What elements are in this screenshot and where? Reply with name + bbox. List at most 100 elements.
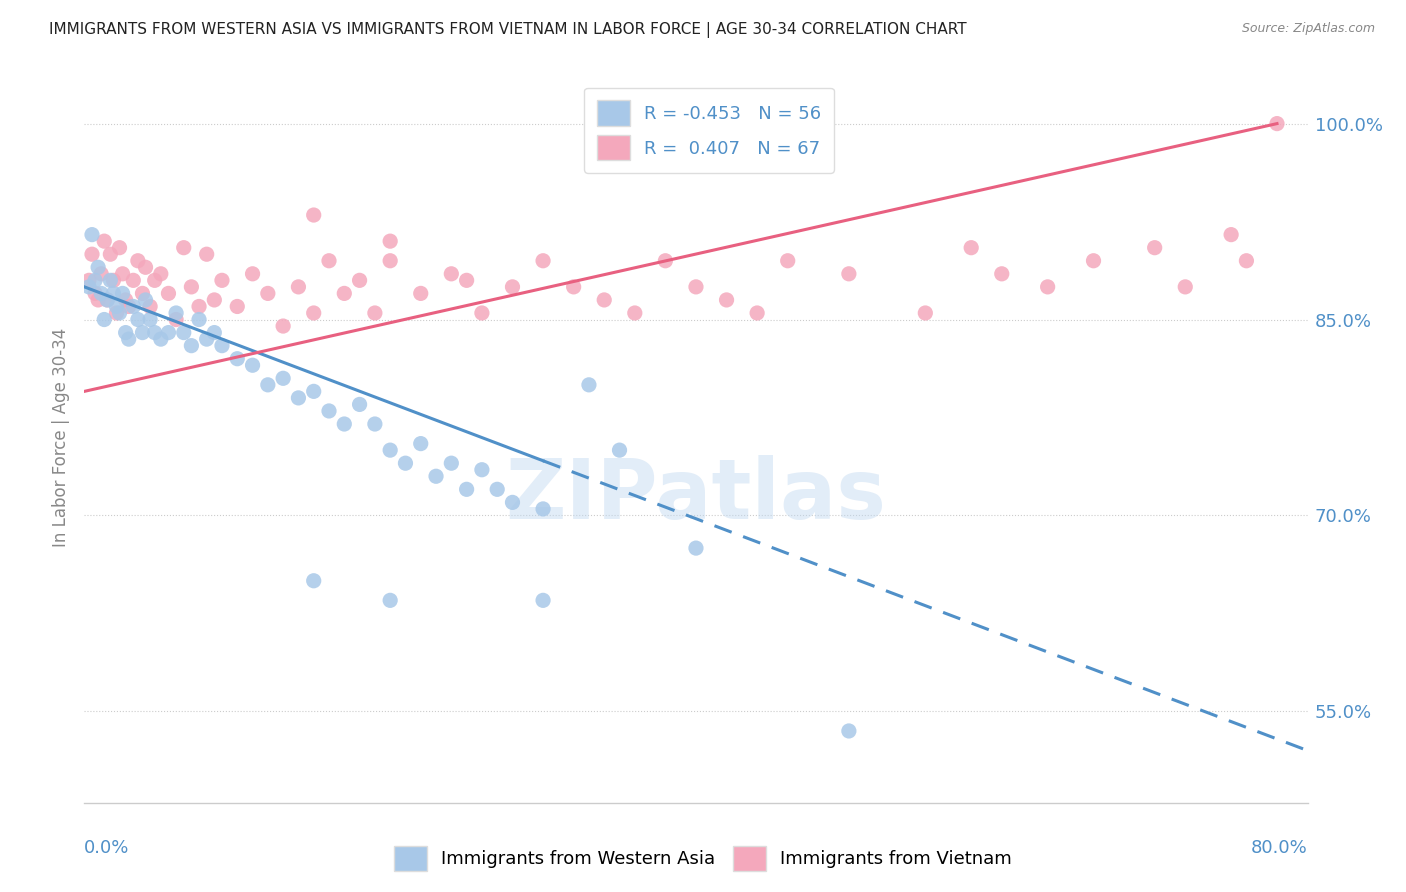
Point xyxy=(103,273,125,287)
Point xyxy=(1220,227,1243,242)
Point xyxy=(838,267,860,281)
Point xyxy=(118,332,141,346)
Point xyxy=(105,300,128,314)
Point xyxy=(838,723,860,738)
Point xyxy=(122,300,145,314)
Point xyxy=(114,326,136,340)
Point xyxy=(624,306,647,320)
Point xyxy=(364,417,387,431)
Point xyxy=(593,293,616,307)
Point xyxy=(242,267,264,281)
Point xyxy=(1083,253,1105,268)
Point xyxy=(149,332,172,346)
Point xyxy=(143,273,166,287)
Point xyxy=(471,463,494,477)
Point xyxy=(364,306,387,320)
Point xyxy=(991,267,1014,281)
Point xyxy=(302,208,325,222)
Point xyxy=(226,351,249,366)
Y-axis label: In Labor Force | Age 30-34: In Labor Force | Age 30-34 xyxy=(52,327,70,547)
Point xyxy=(105,306,128,320)
Text: 0.0%: 0.0% xyxy=(84,839,129,857)
Point xyxy=(77,280,100,294)
Point xyxy=(349,273,371,287)
Point xyxy=(1174,280,1197,294)
Point xyxy=(180,280,202,294)
Point xyxy=(180,339,202,353)
Point xyxy=(157,286,180,301)
Point xyxy=(93,234,115,248)
Point xyxy=(135,293,157,307)
Point xyxy=(202,326,225,340)
Point xyxy=(149,267,172,281)
Point xyxy=(87,260,110,275)
Point xyxy=(747,306,769,320)
Point xyxy=(98,247,121,261)
Point xyxy=(257,377,280,392)
Point xyxy=(960,241,983,255)
Point xyxy=(380,234,402,248)
Point xyxy=(122,273,145,287)
Point xyxy=(1265,117,1288,131)
Point xyxy=(914,306,936,320)
Point xyxy=(143,326,166,340)
Point xyxy=(471,306,494,320)
Point xyxy=(440,267,463,281)
Point xyxy=(135,260,157,275)
Point xyxy=(257,286,280,301)
Point xyxy=(211,339,233,353)
Point xyxy=(425,469,447,483)
Point xyxy=(139,300,162,314)
Point xyxy=(108,306,131,320)
Point xyxy=(195,332,218,346)
Point xyxy=(87,293,110,307)
Point xyxy=(84,273,107,287)
Point xyxy=(188,312,211,326)
Point xyxy=(318,253,340,268)
Point xyxy=(90,267,112,281)
Point xyxy=(302,574,325,588)
Point xyxy=(502,495,524,509)
Point xyxy=(226,300,249,314)
Point xyxy=(287,280,309,294)
Point xyxy=(578,377,600,392)
Legend: R = -0.453   N = 56, R =  0.407   N = 67: R = -0.453 N = 56, R = 0.407 N = 67 xyxy=(585,87,834,173)
Point xyxy=(173,241,195,255)
Point xyxy=(302,306,325,320)
Point xyxy=(80,227,103,242)
Point xyxy=(242,358,264,372)
Point xyxy=(531,253,554,268)
Point xyxy=(685,541,707,555)
Point xyxy=(502,280,524,294)
Point xyxy=(108,241,131,255)
Point xyxy=(118,300,141,314)
Point xyxy=(302,384,325,399)
Point xyxy=(271,371,294,385)
Point xyxy=(531,502,554,516)
Point xyxy=(111,286,134,301)
Point xyxy=(165,306,187,320)
Point xyxy=(90,286,112,301)
Point xyxy=(456,273,478,287)
Point xyxy=(333,286,356,301)
Point xyxy=(131,326,153,340)
Point xyxy=(380,253,402,268)
Point xyxy=(80,247,103,261)
Point xyxy=(685,280,707,294)
Point xyxy=(165,312,187,326)
Point xyxy=(409,286,432,301)
Point xyxy=(287,391,309,405)
Point xyxy=(486,483,509,497)
Point xyxy=(127,312,149,326)
Point xyxy=(349,397,371,411)
Text: ZIPatlas: ZIPatlas xyxy=(506,455,886,536)
Point xyxy=(609,443,631,458)
Point xyxy=(139,312,162,326)
Text: IMMIGRANTS FROM WESTERN ASIA VS IMMIGRANTS FROM VIETNAM IN LABOR FORCE | AGE 30-: IMMIGRANTS FROM WESTERN ASIA VS IMMIGRAN… xyxy=(49,22,967,38)
Point xyxy=(114,293,136,307)
Point xyxy=(716,293,738,307)
Point xyxy=(93,312,115,326)
Point xyxy=(211,273,233,287)
Point xyxy=(318,404,340,418)
Point xyxy=(127,253,149,268)
